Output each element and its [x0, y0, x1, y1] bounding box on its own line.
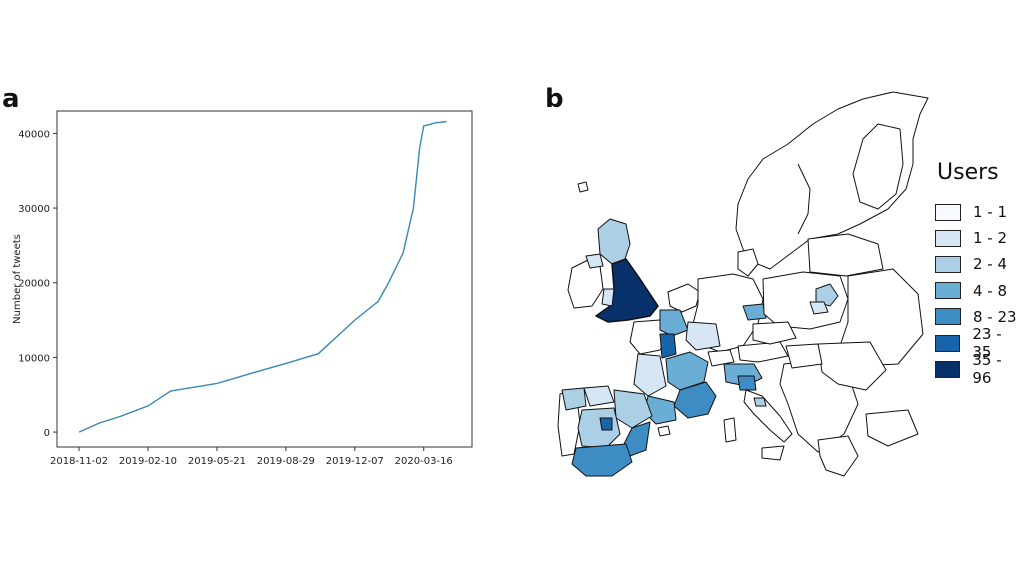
- legend-swatch: [935, 308, 961, 326]
- y-axis-label: Number of tweets: [12, 234, 23, 324]
- map-region-france-paris: [659, 333, 677, 359]
- map-region-sardinia: [723, 417, 737, 443]
- x-tick-label: 2019-08-29: [257, 456, 315, 467]
- map-region-poland: [762, 271, 849, 330]
- legend-entry: 35 - 96: [935, 351, 1024, 387]
- map-region-scotland: [597, 218, 631, 265]
- map-region-madrid: [599, 417, 613, 431]
- map-region-switzerland: [707, 349, 735, 367]
- map-region-france-n: [659, 309, 689, 337]
- series-line: [78, 120, 447, 433]
- map-region-spain-n: [583, 385, 615, 407]
- legend-label: 1 - 1: [973, 203, 1008, 222]
- map-region-spain-s: [571, 443, 633, 477]
- y-tick-label: 30000: [18, 204, 50, 215]
- map-region-baltics: [807, 233, 884, 277]
- legend-label: 1 - 2: [973, 229, 1008, 248]
- y-tick-label: 20000: [18, 279, 50, 290]
- legend-title: Users: [937, 160, 999, 185]
- legend-swatch: [935, 360, 961, 378]
- legend-entry: 23 - 35: [935, 325, 1024, 361]
- legend-swatch: [935, 282, 961, 300]
- map-region-denmark: [737, 248, 759, 277]
- y-tick-label: 10000: [18, 353, 50, 364]
- map-region-poland-central: [815, 283, 839, 307]
- map-region-sweden-line: [797, 163, 811, 235]
- map-region-balearic: [657, 425, 671, 437]
- legend-label: 35 - 96: [972, 351, 1002, 388]
- map-region-spain-e: [623, 421, 651, 457]
- map-region-faroe: [577, 181, 589, 193]
- plot-frame: [56, 110, 473, 448]
- x-tick-label: 2019-02-10: [119, 456, 177, 467]
- map-region-wales: [601, 288, 615, 307]
- map-region-spain-ne: [613, 389, 653, 429]
- tweets-line-chart: 0 10000 20000 30000 40000 2018-11-02 2019-02-1…: [12, 110, 473, 467]
- y-tick-label: 40000: [18, 129, 50, 140]
- map-region-northern-ireland: [585, 253, 604, 269]
- y-tick-label: 0: [44, 428, 50, 439]
- map-region-italy-c: [753, 397, 767, 407]
- map-region-france-w: [633, 353, 667, 397]
- europe-users-map: [557, 91, 929, 477]
- map-region-france-c: [665, 351, 709, 391]
- map-region-hungary: [785, 343, 823, 369]
- map-region-spain-c: [577, 407, 621, 449]
- map-region-czechia: [752, 321, 797, 345]
- map-region-romania: [817, 341, 887, 391]
- panel-label-a: a: [2, 84, 20, 114]
- legend-label: 8 - 23: [973, 307, 1017, 326]
- map-region-italy-s: [743, 389, 793, 443]
- map-region-spain-nw: [561, 387, 587, 411]
- map-region-finland: [852, 123, 904, 210]
- x-tick-label: 2019-12-07: [326, 456, 384, 467]
- legend-entry: 1 - 1: [935, 199, 1024, 225]
- legend-label: 2 - 4: [973, 255, 1008, 274]
- map-region-belarus-ukraine: [839, 268, 924, 367]
- legend-swatch: [935, 203, 961, 221]
- legend-entry: 8 - 23: [935, 304, 1024, 330]
- map-region-france-ne: [685, 321, 721, 351]
- legend-entry: 4 - 8: [935, 278, 1024, 304]
- map-region-germany-sw: [742, 303, 767, 321]
- legend-entry: 1 - 2: [935, 225, 1024, 251]
- legend-label: 4 - 8: [973, 281, 1008, 300]
- x-tick-label: 2018-11-02: [50, 456, 108, 467]
- map-region-benelux: [667, 283, 701, 313]
- map-region-turkey-w: [865, 409, 919, 447]
- map-region-italy-n2: [737, 375, 757, 391]
- map-region-sicily: [761, 445, 785, 461]
- legend-swatch: [935, 229, 961, 247]
- legend-swatch: [935, 255, 961, 273]
- map-region-greece: [817, 435, 859, 477]
- legend-label: 23 - 35: [972, 325, 1002, 362]
- legend-swatch: [935, 334, 961, 352]
- x-tick-label: 2020-03-16: [395, 456, 453, 467]
- legend-entry: 2 - 4: [935, 251, 1024, 277]
- map-legend: Users 1 - 1 1 - 2 2 - 4 4 - 8 8 - 23 23 - 35 3…: [935, 160, 1024, 387]
- panel-label-b: b: [545, 84, 564, 114]
- map-region-poland-central2: [809, 301, 829, 315]
- x-tick-label: 2019-05-21: [188, 456, 246, 467]
- map-region-austria: [737, 341, 789, 363]
